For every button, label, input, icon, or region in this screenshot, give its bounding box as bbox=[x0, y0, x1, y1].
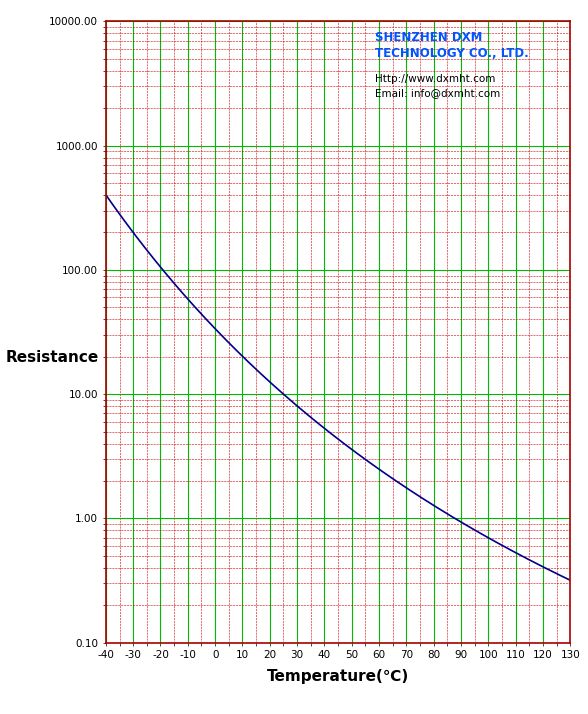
X-axis label: Temperature(℃): Temperature(℃) bbox=[267, 668, 409, 683]
Text: SHENZHEN DXM
TECHNOLOGY CO., LTD.: SHENZHEN DXM TECHNOLOGY CO., LTD. bbox=[375, 31, 529, 60]
Text: Http://www.dxmht.com
Email: info@dxmht.com: Http://www.dxmht.com Email: info@dxmht.c… bbox=[375, 74, 500, 99]
Text: Resistance: Resistance bbox=[6, 349, 99, 365]
